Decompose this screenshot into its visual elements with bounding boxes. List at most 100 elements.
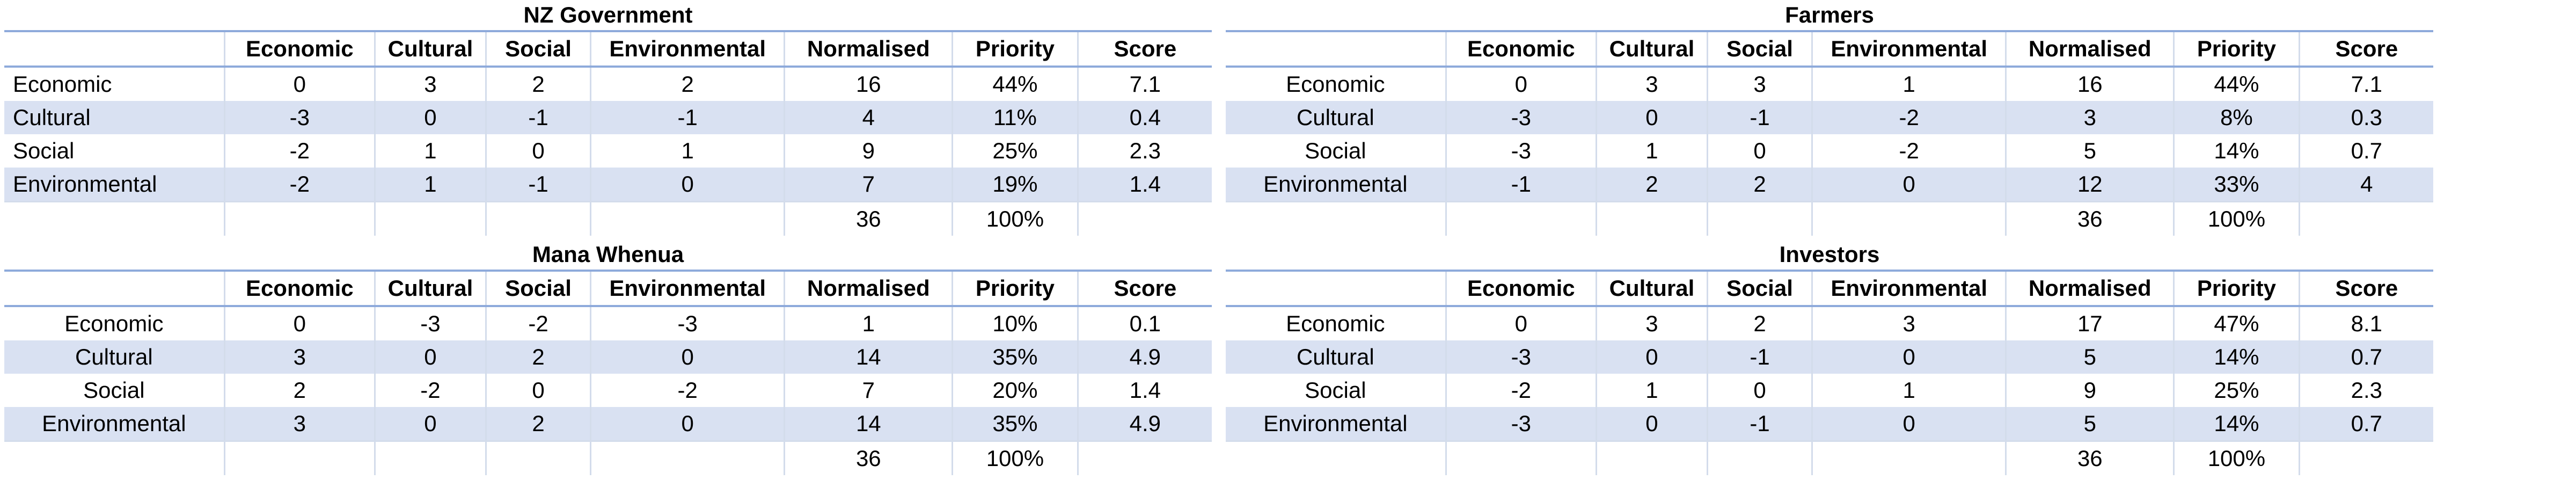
- table-cell: 1: [1596, 134, 1709, 168]
- total-cell: [1596, 440, 1709, 475]
- total-cell: [1226, 440, 1447, 475]
- table-cell: 0: [1812, 168, 2007, 202]
- column-header: Normalised: [784, 30, 954, 68]
- table-cell: 0.7: [2299, 407, 2433, 441]
- total-cell: 100%: [2174, 440, 2300, 475]
- total-cell: 36: [784, 440, 954, 475]
- table-cell: 2.3: [2299, 374, 2433, 407]
- table-cell: 3: [1596, 67, 1709, 101]
- table-cell: 0.3: [2299, 101, 2433, 134]
- column-header: Economic: [224, 270, 376, 307]
- total-cell: [1078, 440, 1212, 475]
- table-cell: 0: [375, 407, 487, 441]
- column-header: Economic: [1446, 270, 1597, 307]
- priority-table: Economic Cultural Social Environmental Norma…: [1226, 270, 2433, 475]
- table-row: Economic 0 -3 -2 -3 1 10% 0.1: [4, 306, 1212, 340]
- total-cell: [1226, 201, 1447, 236]
- table-body: Economic 0 3 3 1 16 44% 7.1 Cultural -3 0 -1 -2 3 8% 0.…: [1226, 67, 2433, 236]
- table-row: Cultural -3 0 -1 -1 4 11% 0.4: [4, 101, 1212, 134]
- header-cell-blank: [4, 270, 225, 307]
- row-label: Economic: [4, 67, 225, 101]
- row-label: Social: [4, 374, 225, 407]
- table-cell: 2: [1596, 168, 1709, 202]
- table-header: Economic Cultural Social Environmental Norma…: [1226, 270, 2433, 307]
- table-cell: 0: [1812, 407, 2007, 441]
- table-row: Environmental -3 0 -1 0 5 14% 0.7: [1226, 407, 2433, 441]
- table-cell: 0: [224, 67, 376, 101]
- table-row: Social 2 -2 0 -2 7 20% 1.4: [4, 374, 1212, 407]
- table-cell: 4.9: [1078, 340, 1212, 374]
- column-header: Score: [1078, 30, 1212, 68]
- table-cell: -2: [590, 374, 786, 407]
- row-label: Economic: [1226, 306, 1447, 340]
- header-row: Economic Cultural Social Environmental Norma…: [4, 30, 1212, 68]
- total-cell: [2299, 201, 2433, 236]
- row-label: Environmental: [1226, 168, 1447, 202]
- table-cell: 7.1: [2299, 67, 2433, 101]
- table-cell: 19%: [952, 168, 1079, 202]
- table-cell: 3: [224, 340, 376, 374]
- total-cell: [590, 201, 786, 236]
- column-header: Economic: [1446, 30, 1597, 68]
- column-header: Priority: [2174, 30, 2300, 68]
- total-cell: 36: [784, 201, 954, 236]
- total-cell: [1446, 201, 1597, 236]
- total-cell: [224, 440, 376, 475]
- priority-table: Economic Cultural Social Environmental Norma…: [4, 30, 1212, 236]
- panel-title: Mana Whenua: [532, 242, 684, 267]
- total-cell: [375, 201, 487, 236]
- total-cell: [1812, 440, 2007, 475]
- table-cell: 2: [486, 407, 591, 441]
- total-cell: 100%: [952, 201, 1079, 236]
- table-row: Economic 0 3 2 2 16 44% 7.1: [4, 67, 1212, 101]
- header-row: Economic Cultural Social Environmental Norma…: [1226, 30, 2433, 68]
- total-cell: [224, 201, 376, 236]
- total-cell: [1812, 201, 2007, 236]
- column-header: Social: [486, 30, 591, 68]
- column-header: Normalised: [2006, 30, 2175, 68]
- row-label: Social: [1226, 134, 1447, 168]
- panel-farmers: Farmers Economic Cultural Social Environmen…: [1226, 0, 2433, 236]
- table-cell: 35%: [952, 407, 1079, 441]
- column-header: Social: [486, 270, 591, 307]
- table-cell: 2.3: [1078, 134, 1212, 168]
- table-cell: -3: [590, 306, 786, 340]
- row-label: Cultural: [1226, 340, 1447, 374]
- column-header: Social: [1707, 270, 1813, 307]
- total-cell: [1446, 440, 1597, 475]
- table-cell: -2: [224, 168, 376, 202]
- table-body: Economic 0 3 2 3 17 47% 8.1 Cultural -3 0 -1 0 5 14% 0.…: [1226, 306, 2433, 475]
- table-cell: 8.1: [2299, 306, 2433, 340]
- table-cell: 1: [784, 306, 954, 340]
- table-cell: 0: [1596, 340, 1709, 374]
- column-header: Social: [1707, 30, 1813, 68]
- table-cell: 0: [1596, 407, 1709, 441]
- table-cell: 0.4: [1078, 101, 1212, 134]
- table-cell: 0: [375, 101, 487, 134]
- table-row: Environmental -2 1 -1 0 7 19% 1.4: [4, 168, 1212, 202]
- table-cell: 0: [1446, 67, 1597, 101]
- column-header: Environmental: [590, 30, 786, 68]
- table-row: Cultural 3 0 2 0 14 35% 4.9: [4, 340, 1212, 374]
- table-row: Social -3 1 0 -2 5 14% 0.7: [1226, 134, 2433, 168]
- header-row: Economic Cultural Social Environmental Norma…: [1226, 270, 2433, 307]
- table-cell: 0: [1596, 101, 1709, 134]
- table-cell: 3: [224, 407, 376, 441]
- table-cell: -1: [486, 101, 591, 134]
- total-cell: [1596, 201, 1709, 236]
- table-cell: 5: [2006, 407, 2175, 441]
- table-cell: 0: [224, 306, 376, 340]
- row-label: Economic: [4, 306, 225, 340]
- table-cell: 2: [486, 340, 591, 374]
- column-header: Cultural: [375, 270, 487, 307]
- column-header: Score: [2299, 270, 2433, 307]
- column-header: Priority: [2174, 270, 2300, 307]
- table-cell: -2: [1812, 101, 2007, 134]
- table-body: Economic 0 -3 -2 -3 1 10% 0.1 Cultural 3 0 2 0 14 35% 4…: [4, 306, 1212, 475]
- table-cell: 3: [1707, 67, 1813, 101]
- table-cell: -2: [375, 374, 487, 407]
- table-cell: 14%: [2174, 340, 2300, 374]
- table-cell: 0: [1707, 374, 1813, 407]
- row-label: Social: [1226, 374, 1447, 407]
- table-cell: 1: [1812, 67, 2007, 101]
